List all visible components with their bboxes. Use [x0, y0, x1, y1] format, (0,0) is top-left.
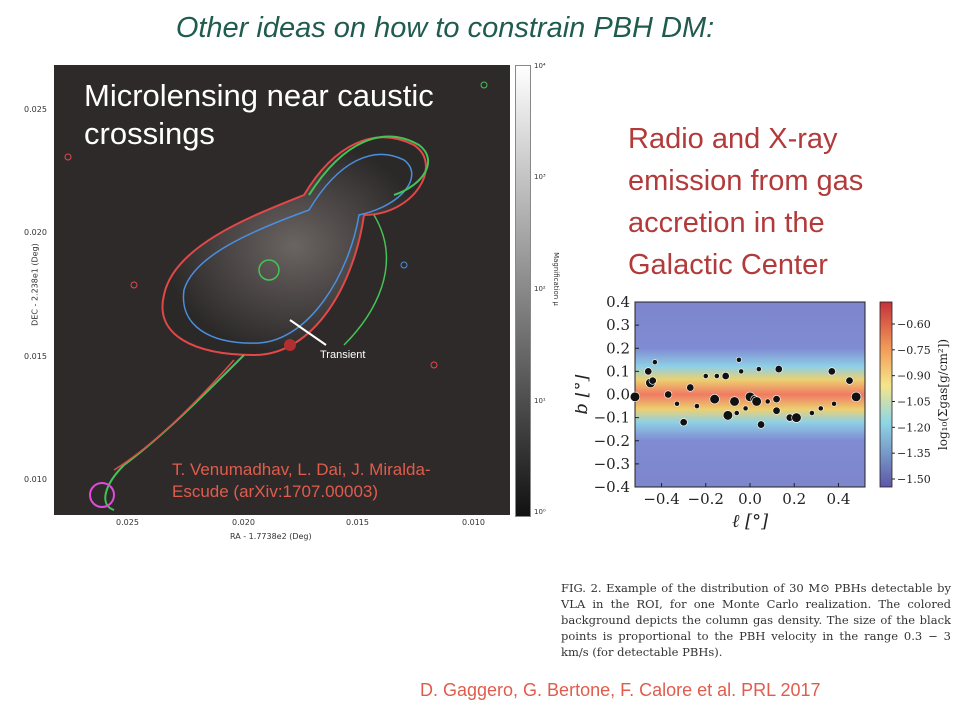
y-tick-label: 0.3 — [606, 316, 630, 334]
tick-layer: 0.4 0.3 0.2 0.1 0.0 −0.1 −0.2 −0.3 −0.4 −0.4 −0.2 0… — [571, 293, 851, 532]
colorbar-tick-label: −1.35 — [897, 447, 931, 460]
microlensing-x-axis-label: RA - 1.7738e2 (Deg) — [230, 532, 312, 541]
colorbar-tick: 10³ — [534, 173, 546, 181]
colorbar-tick: 10¹ — [534, 397, 546, 405]
gas-density-svg: 0.4 0.3 0.2 0.1 0.0 −0.1 −0.2 −0.3 −0.4 −0.4 −0.2 0… — [571, 293, 950, 532]
figure-caption: FIG. 2. Example of the distribution of 3… — [561, 581, 951, 659]
y-axis-label: b [°] — [575, 373, 592, 414]
colorbar-tick-label: −0.75 — [897, 344, 931, 357]
credit-line: Escude (arXiv:1707.00003) — [172, 482, 379, 501]
y-tick-label: 0.015 — [24, 352, 47, 361]
x-tick-label: −0.2 — [688, 490, 724, 508]
microlensing-figure: Microlensing near caustic crossings Tran… — [10, 60, 560, 550]
x-tick-label: 0.015 — [346, 518, 369, 527]
pbh-point — [831, 400, 837, 407]
x-tick-label: 0.025 — [116, 518, 139, 527]
pbh-point — [729, 396, 740, 407]
pbh-point — [764, 398, 771, 405]
pbh-point — [664, 390, 673, 399]
colorbar-gradient — [879, 301, 893, 488]
x-tick-label: 0.2 — [782, 490, 806, 508]
pbh-point — [755, 366, 762, 372]
heading-line: crossings — [84, 116, 215, 151]
x-tick-label: 0.010 — [462, 518, 485, 527]
x-tick-label: 0.4 — [827, 490, 851, 508]
pbh-point — [774, 365, 783, 374]
pbh-point — [722, 410, 733, 421]
y-tick-label: 0.020 — [24, 228, 47, 237]
pbh-point — [772, 406, 781, 415]
pbh-point — [721, 372, 730, 381]
colorbar-tick-label: −1.20 — [897, 421, 931, 434]
pbh-point — [652, 359, 658, 366]
pbh-point — [817, 405, 824, 412]
pbh-point — [757, 420, 766, 429]
microlensing-heading: Microlensing near caustic crossings — [84, 77, 504, 153]
pbh-point — [679, 418, 688, 427]
heading-line: Galactic Center — [628, 249, 828, 281]
y-tick-label: 0.010 — [24, 475, 47, 484]
microlensing-image: Microlensing near caustic crossings Tran… — [54, 65, 510, 515]
pbh-point — [629, 391, 641, 402]
y-tick-label: 0.1 — [606, 362, 630, 380]
pbh-point — [736, 356, 742, 363]
radio-heading: Radio and X-ray emission from gas accret… — [628, 118, 948, 286]
y-tick-label: −0.2 — [594, 432, 630, 450]
pbh-point — [809, 410, 815, 416]
caustic-map — [54, 65, 510, 515]
pbh-point — [733, 410, 740, 416]
pbh-point — [702, 373, 709, 379]
pbh-point — [827, 367, 836, 376]
colorbar-label: Magnification μ — [552, 252, 560, 306]
gas-density-chart: 0.4 0.3 0.2 0.1 0.0 −0.1 −0.2 −0.3 −0.4 −0.4 −0.2 0… — [571, 290, 960, 540]
heading-line: Radio and X-ray — [628, 123, 838, 155]
microlensing-y-axis-label: DEC - 2.238e1 (Deg) — [30, 243, 40, 326]
pbh-point — [674, 400, 680, 407]
y-tick-label: 0.025 — [24, 105, 47, 114]
heading-line: accretion in the — [628, 207, 825, 239]
pbh-point — [851, 391, 862, 402]
colorbar-tick-label: −0.60 — [897, 318, 931, 331]
gas-credit: D. Gaggero, G. Bertone, F. Calore et al.… — [420, 680, 821, 700]
pbh-point — [713, 373, 720, 379]
y-tick-label: −0.1 — [594, 409, 630, 427]
pbh-point — [644, 367, 653, 376]
x-axis-label: ℓ [°] — [732, 511, 769, 532]
y-tick-label: −0.4 — [594, 478, 630, 496]
pbh-point — [772, 395, 781, 404]
pbh-point — [751, 396, 762, 407]
colorbar-tick-label: −1.50 — [897, 473, 931, 486]
gas-colorbar: −0.60 −0.75 −0.90 −1.05 −1.20 −1.35 −1.50 log₁₀… — [879, 301, 950, 488]
y-tick-label: 0.2 — [606, 339, 630, 357]
slide-title: Other ideas on how to constrain PBH DM: — [175, 12, 715, 44]
x-tick-label: −0.4 — [643, 490, 679, 508]
credit-line: T. Venumadhav, L. Dai, J. Miralda- — [172, 460, 431, 479]
transient-label: Transient — [320, 349, 366, 361]
heading-line: Microlensing near caustic — [84, 78, 434, 113]
colorbar-tick: 10⁰ — [534, 508, 546, 516]
points-layer — [629, 356, 862, 429]
pbh-point — [709, 394, 720, 405]
pbh-point — [648, 376, 657, 385]
pbh-point — [845, 376, 854, 385]
pbh-point — [694, 403, 700, 409]
x-tick-label: 0.0 — [738, 490, 762, 508]
y-tick-label: 0.0 — [606, 386, 630, 404]
colorbar-label: log₁₀(Σgas[g/cm²]) — [936, 339, 950, 450]
pbh-point — [686, 383, 695, 392]
pbh-point — [742, 405, 749, 412]
colorbar-tick: 10⁴ — [534, 62, 546, 70]
y-tick-label: −0.3 — [594, 455, 630, 473]
colorbar-tick: 10² — [534, 285, 546, 293]
x-tick-label: 0.020 — [232, 518, 255, 527]
colorbar-tick-label: −0.90 — [897, 370, 931, 383]
heading-line: emission from gas — [628, 165, 864, 197]
microlensing-credit: T. Venumadhav, L. Dai, J. Miralda- Escud… — [172, 459, 502, 503]
magnification-colorbar — [515, 65, 531, 517]
y-tick-label: 0.4 — [606, 293, 630, 311]
pbh-point — [738, 368, 745, 375]
pbh-point — [791, 412, 802, 423]
colorbar-tick-label: −1.05 — [897, 396, 931, 409]
